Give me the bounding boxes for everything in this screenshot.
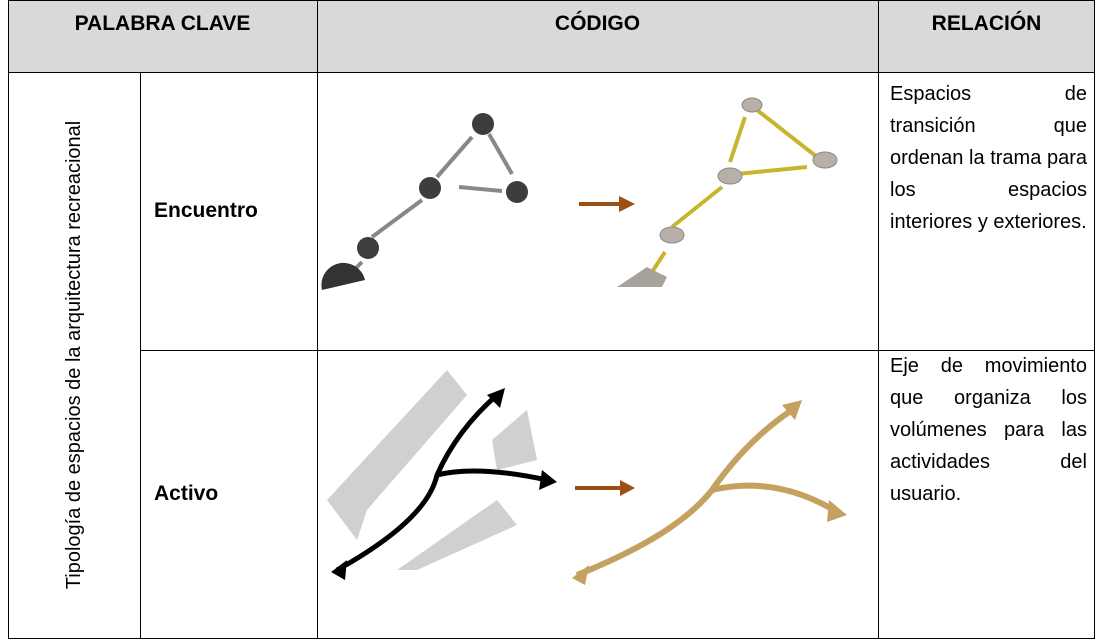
relation: Espacios de transición que ordenan la tr… [890,83,1087,233]
header-cell: RELACIÓN [878,0,1095,72]
group-label: Tipología de espacios de la arquitectura… [63,120,85,590]
border [8,0,1095,1]
keyword: Activo [154,482,219,505]
border [317,0,318,639]
illustration-activo [327,370,847,585]
border [8,72,1095,73]
border [140,350,1095,351]
border [8,0,9,639]
illustration-encuentro [321,97,838,290]
header-cell: PALABRA CLAVE [8,0,317,72]
header-cell: CÓDIGO [317,0,878,72]
keyword: Encuentro [154,199,258,222]
border [140,72,141,639]
border [1094,0,1095,639]
border [878,0,879,639]
border [8,638,1095,639]
relation: Eje de movimiento que organiza los volúm… [890,355,1087,505]
